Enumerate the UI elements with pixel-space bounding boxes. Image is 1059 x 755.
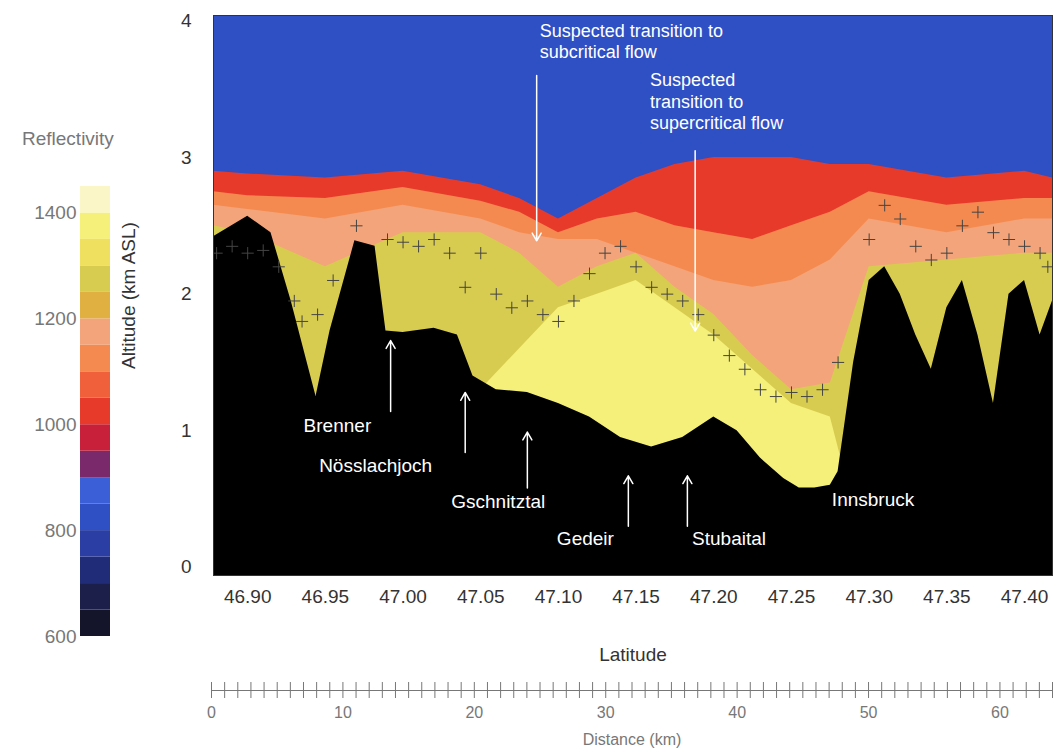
svg-text:47.00: 47.00 (379, 586, 427, 607)
svg-text:46.90: 46.90 (224, 586, 272, 607)
svg-text:0: 0 (207, 704, 216, 721)
svg-text:0: 0 (181, 556, 192, 577)
svg-text:47.25: 47.25 (768, 586, 816, 607)
svg-text:Gedeir: Gedeir (557, 528, 615, 549)
svg-text:1000: 1000 (34, 414, 76, 435)
svg-text:3: 3 (181, 147, 192, 168)
svg-text:47.20: 47.20 (690, 586, 738, 607)
svg-text:60: 60 (991, 704, 1009, 721)
svg-text:Innsbruck: Innsbruck (832, 489, 915, 510)
svg-text:Distance (km): Distance (km) (583, 731, 682, 748)
svg-text:40: 40 (728, 704, 746, 721)
svg-text:Nösslachjoch: Nösslachjoch (319, 455, 432, 476)
svg-text:Stubaital: Stubaital (692, 528, 766, 549)
svg-text:47.05: 47.05 (457, 586, 505, 607)
svg-text:2: 2 (181, 283, 192, 304)
svg-text:Suspectedtransition tosupercri: Suspectedtransition tosupercritical flow (650, 70, 784, 132)
svg-text:1: 1 (181, 420, 192, 441)
html-text:Reflectivity: Reflectivity (22, 128, 114, 149)
svg-text:47.30: 47.30 (845, 586, 893, 607)
svg-text:Suspected transition tosubcrit: Suspected transition tosubcritical flow (540, 21, 723, 62)
svg-text:30: 30 (597, 704, 615, 721)
svg-text:20: 20 (465, 704, 483, 721)
svg-text:10: 10 (334, 704, 352, 721)
svg-text:800: 800 (45, 520, 77, 541)
svg-text:47.15: 47.15 (612, 586, 660, 607)
svg-text:47.35: 47.35 (923, 586, 971, 607)
svg-text:46.95: 46.95 (302, 586, 350, 607)
svg-text:1400: 1400 (34, 202, 76, 223)
svg-text:4: 4 (181, 10, 192, 31)
svg-text:47.40: 47.40 (1001, 586, 1049, 607)
svg-text:50: 50 (860, 704, 878, 721)
svg-text:Brenner: Brenner (304, 415, 372, 436)
svg-text:Latitude: Latitude (599, 644, 667, 665)
svg-text:Altitude (km ASL): Altitude (km ASL) (118, 222, 139, 369)
svg-text:Gschnitztal: Gschnitztal (451, 491, 545, 512)
svg-text:47.10: 47.10 (535, 586, 583, 607)
svg-text:1200: 1200 (34, 308, 76, 329)
svg-text:600: 600 (45, 626, 77, 647)
